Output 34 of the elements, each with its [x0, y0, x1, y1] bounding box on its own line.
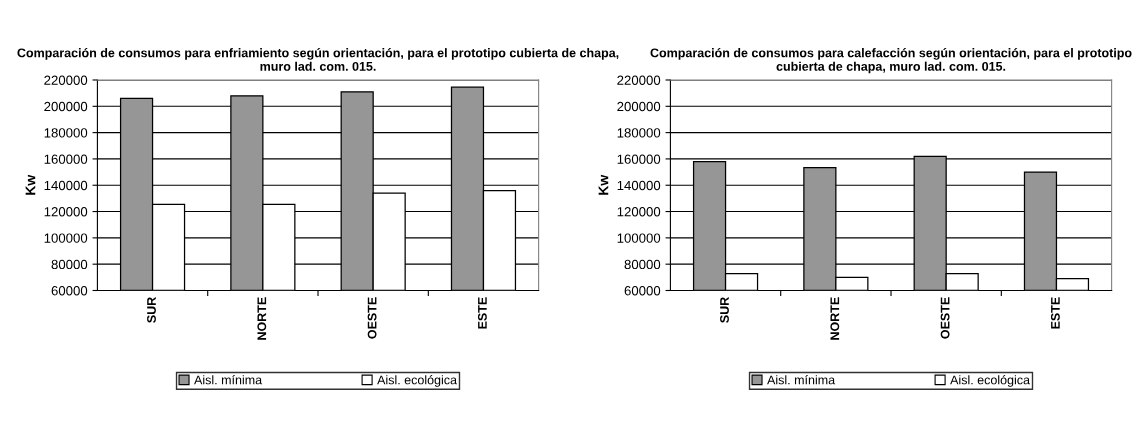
- legend-label: Aisl. ecológica: [377, 375, 457, 387]
- y-tick-label: 120000: [617, 207, 661, 217]
- y-tick-label: 200000: [44, 101, 88, 112]
- y-tick-label: 140000: [617, 180, 661, 191]
- y-tick-label: 120000: [44, 207, 88, 217]
- y-tick-label: 180000: [617, 128, 661, 138]
- y-tick-label: 80000: [624, 259, 661, 270]
- y-tick-label: 220000: [44, 75, 88, 85]
- y-tick-label: 100000: [617, 233, 661, 243]
- y-tick-label: 220000: [617, 75, 661, 85]
- x-tick-label: NORTE: [830, 297, 840, 340]
- y-tick-label: 80000: [51, 259, 88, 270]
- chart-title: Comparación de consumos para calefacción según orientación, para el prototipo cubierta de chapa, muro lad. com. 015.: [650, 48, 1132, 74]
- x-tick-label: SUR: [147, 297, 156, 323]
- y-tick-label: 100000: [44, 233, 88, 243]
- x-tick-label: OESTE: [367, 297, 377, 339]
- y-tick-label: 180000: [44, 128, 88, 138]
- legend-label: Aisl. ecológica: [950, 375, 1030, 387]
- y-tick-label: 60000: [51, 286, 88, 296]
- y-axis-title: Kw: [598, 174, 609, 195]
- y-tick-label: 200000: [617, 101, 661, 112]
- x-tick-label: NORTE: [257, 297, 267, 340]
- y-axis-title: Kw: [25, 174, 36, 195]
- x-tick-label: SUR: [720, 297, 729, 323]
- x-tick-label: ESTE: [1050, 297, 1060, 329]
- legend-label: Aisl. mínima: [767, 375, 836, 385]
- chart-title: Comparación de consumos para enfriamiento según orientación, para el prototipo cubierta de chapa, muro lad. com. 015.: [17, 48, 619, 71]
- y-tick-label: 160000: [44, 154, 88, 164]
- y-tick-label: 60000: [624, 286, 661, 296]
- y-tick-label: 140000: [44, 180, 88, 191]
- x-tick-label: ESTE: [477, 297, 487, 329]
- x-tick-label: OESTE: [940, 297, 950, 339]
- y-tick-label: 160000: [617, 154, 661, 164]
- legend-label: Aisl. mínima: [194, 375, 263, 385]
